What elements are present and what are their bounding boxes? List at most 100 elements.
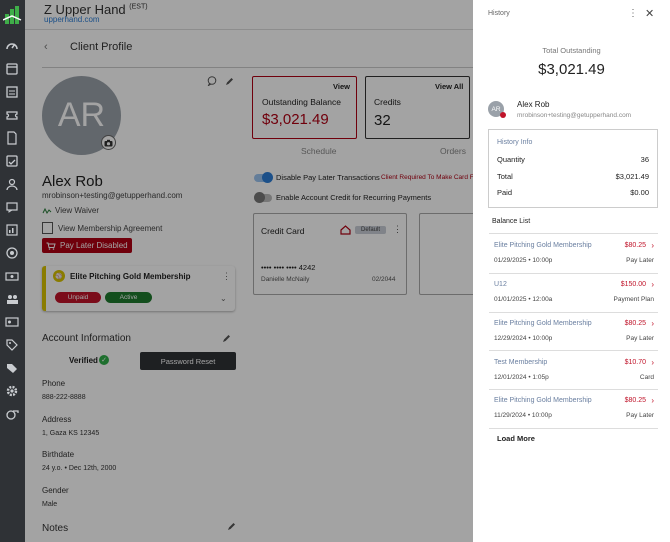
chevron-right-icon: › <box>651 358 654 367</box>
divider <box>489 389 658 390</box>
marketing-icon[interactable] <box>5 246 19 260</box>
membership-card[interactable] <box>42 266 235 311</box>
messages-icon[interactable] <box>5 200 19 214</box>
total-outstanding-amount: $3,021.49 <box>538 61 605 78</box>
card-required-notice: Client Required To Make Card F <box>381 174 474 181</box>
id-card-icon[interactable] <box>5 315 19 329</box>
checklist-icon[interactable] <box>5 85 19 99</box>
history-client-email: mrobinson+testing@getupperhand.com <box>517 112 632 119</box>
tab-schedule[interactable]: Schedule <box>301 146 337 156</box>
upperhand-logo-icon[interactable] <box>3 4 22 26</box>
history-drawer <box>473 0 670 542</box>
chevron-right-icon: › <box>651 241 654 250</box>
phone-value: 888-222-8888 <box>42 394 86 401</box>
edit-pencil-icon[interactable] <box>225 77 234 86</box>
credits-view-all-link[interactable]: View All <box>435 82 464 91</box>
camera-icon[interactable] <box>101 135 116 150</box>
pay-later-toggle-label: Disable Pay Later Transactions <box>276 173 380 182</box>
document-icon <box>42 222 53 234</box>
check-circle-icon: ✓ <box>99 355 109 365</box>
dashboard-icon[interactable] <box>5 39 19 53</box>
edit-account-icon[interactable] <box>222 334 231 343</box>
balance-list-item[interactable]: Elite Pitching Gold Membership $80.25 › … <box>494 396 654 433</box>
chevron-down-icon[interactable]: ⌄ <box>220 294 227 303</box>
page-title: Client Profile <box>70 41 133 53</box>
drawer-backdrop[interactable] <box>25 0 473 542</box>
outstanding-balance-card[interactable] <box>252 76 357 139</box>
balance-list-item[interactable]: Elite Pitching Gold Membership $80.25 › … <box>494 241 654 278</box>
chevron-right-icon: › <box>651 396 654 405</box>
divider <box>489 312 658 313</box>
total-outstanding-label: Total Outstanding <box>542 46 601 55</box>
password-reset-button[interactable]: Password Reset <box>140 352 236 370</box>
chevron-left-icon[interactable]: ‹ <box>44 41 48 53</box>
paid-value: $0.00 <box>630 188 649 197</box>
address-value: 1, Gaza KS 12345 <box>42 430 100 437</box>
view-membership-agreement-link[interactable]: View Membership Agreement <box>42 222 162 234</box>
divider <box>489 233 658 234</box>
balance-view-link[interactable]: View <box>333 82 350 91</box>
calendar-icon[interactable] <box>5 62 19 76</box>
pay-later-toggle[interactable] <box>254 172 273 183</box>
quantity-label: Quantity <box>497 155 525 164</box>
balance-item-type: Pay Later <box>626 257 654 264</box>
close-icon[interactable]: ✕ <box>645 8 655 20</box>
tags-icon[interactable] <box>5 361 19 375</box>
header-divider <box>42 67 473 68</box>
reports-icon[interactable] <box>5 223 19 237</box>
chevron-right-icon: › <box>651 280 654 289</box>
add-payment-card[interactable] <box>419 213 479 295</box>
balance-amount: $3,021.49 <box>262 111 329 128</box>
balance-item-name: Elite Pitching Gold Membership <box>494 397 592 404</box>
notes-title: Notes <box>42 523 69 534</box>
pay-later-disabled-button[interactable]: Pay Later Disabled <box>42 238 132 253</box>
edit-notes-icon[interactable] <box>227 522 236 531</box>
balance-item-amount: $80.25 <box>624 320 646 327</box>
history-title: History <box>488 10 510 17</box>
default-badge: Default <box>355 226 387 234</box>
settings-icon[interactable] <box>5 384 19 398</box>
chat-bubble-icon[interactable] <box>207 76 217 86</box>
more-vert-icon[interactable]: ⋮ <box>222 271 231 281</box>
org-url[interactable]: upperhand.com <box>44 15 100 24</box>
balance-item-type: Pay Later <box>626 335 654 342</box>
balance-item-amount: $80.25 <box>624 242 646 249</box>
divider <box>489 350 658 351</box>
money-icon[interactable] <box>5 269 19 283</box>
balance-label: Outstanding Balance <box>262 97 341 107</box>
signature-icon <box>42 207 52 214</box>
balance-list-item[interactable]: U12 $150.00 › 01/01/2025 • 12:00a Paymen… <box>494 280 654 317</box>
address-label: Address <box>42 415 72 424</box>
balance-item-date: 01/01/2025 • 12:00a <box>494 296 553 303</box>
calendar-check-icon[interactable] <box>5 154 19 168</box>
clients-icon[interactable] <box>5 177 19 191</box>
view-waiver-link[interactable]: View Waiver <box>42 206 99 215</box>
file-icon[interactable] <box>5 131 19 145</box>
credits-card[interactable] <box>365 76 470 139</box>
ticket-icon[interactable] <box>5 108 19 122</box>
birthdate-value: 24 y.o. • Dec 12th, 2000 <box>42 465 117 472</box>
org-name: Z Upper Hand (EST) <box>44 2 148 17</box>
tag-icon[interactable] <box>5 338 19 352</box>
tab-orders[interactable]: Orders <box>440 146 466 156</box>
card-more-vert-icon[interactable]: ⋮ <box>393 224 402 234</box>
sidebar <box>0 0 25 542</box>
balance-list-item[interactable]: Test Membership $10.70 › 12/01/2024 • 1:… <box>494 358 654 395</box>
total-label: Total <box>497 172 513 181</box>
account-credit-toggle[interactable] <box>254 192 272 203</box>
team-icon[interactable] <box>5 292 19 306</box>
credits-count: 32 <box>374 112 391 129</box>
phone-label: Phone <box>42 379 66 388</box>
balance-item-name: Elite Pitching Gold Membership <box>494 242 592 249</box>
whistle-icon[interactable] <box>5 407 19 421</box>
panel-more-vert-icon[interactable]: ⋮ <box>628 8 638 19</box>
client-email: mrobinson+testing@getupperhand.com <box>42 191 183 200</box>
org-timezone: (EST) <box>129 3 148 11</box>
payment-type: Credit Card <box>261 226 305 236</box>
balance-item-date: 12/29/2024 • 10:00p <box>494 335 553 342</box>
credits-label: Credits <box>374 97 401 107</box>
balance-list-item[interactable]: Elite Pitching Gold Membership $80.25 › … <box>494 319 654 356</box>
load-more-button[interactable]: Load More <box>497 434 535 443</box>
card-number: •••• •••• •••• 4242 <box>261 263 316 272</box>
balance-item-name: U12 <box>494 281 507 288</box>
